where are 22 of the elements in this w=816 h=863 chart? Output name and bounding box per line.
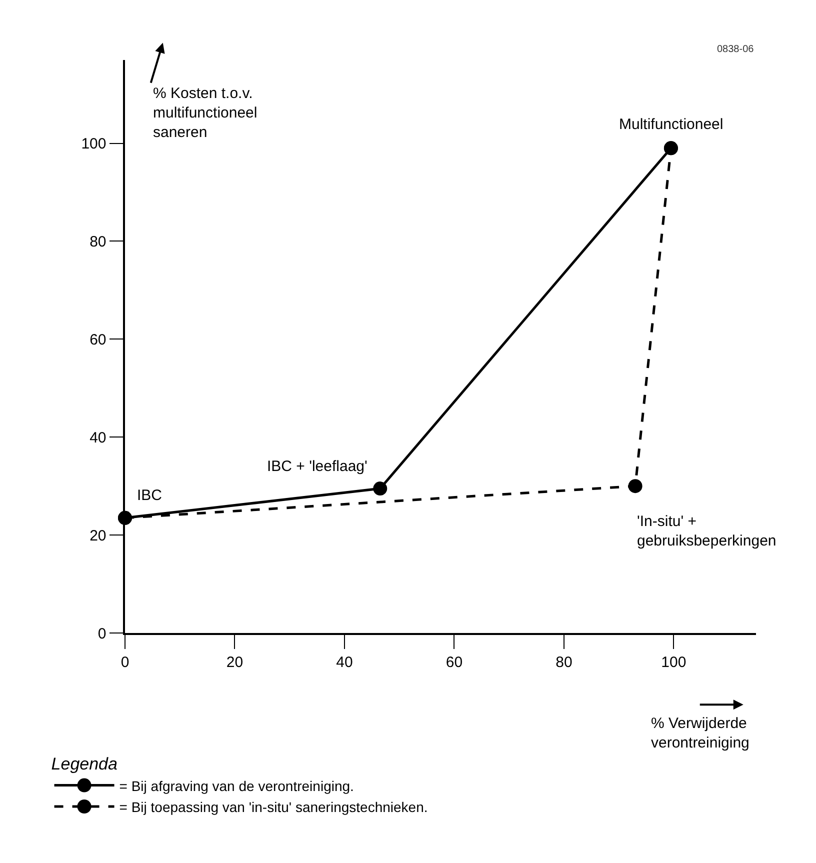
y-axis-title: % Kosten t.o.v. multifunctioneel saneren [153, 85, 258, 141]
legend-label: = Bij afgraving van de verontreiniging. [119, 778, 354, 794]
x-axis-title: % Verwijderde verontreiniging [651, 715, 750, 752]
x-tick-label: 40 [336, 654, 353, 671]
y-tick-label: 40 [90, 429, 106, 446]
y-tick-label: 80 [90, 233, 106, 250]
annotation: IBC [137, 487, 162, 504]
x-tick-label: 100 [661, 654, 686, 671]
text: 0838-06 [717, 44, 754, 55]
y-tick-label: 100 [81, 136, 106, 153]
legend-title: Legenda [51, 754, 118, 774]
annotation: IBC + 'leeflaag' [267, 458, 368, 475]
x-tick-label: 60 [446, 654, 463, 671]
y-tick-label: 0 [98, 625, 106, 642]
x-tick-label: 0 [120, 654, 130, 671]
annotation: Multifunctioneel [619, 116, 724, 133]
x-tick-label: 20 [226, 654, 244, 671]
y-tick-label: 20 [90, 527, 106, 544]
annotation: 'In-situ' + gebruiksbeperkingen [637, 513, 776, 550]
y-tick-label: 60 [90, 331, 106, 348]
x-tick-label: 80 [556, 654, 572, 671]
legend-label: = Bij toepassing van 'in-situ' saneringstechnieken. [119, 798, 428, 815]
